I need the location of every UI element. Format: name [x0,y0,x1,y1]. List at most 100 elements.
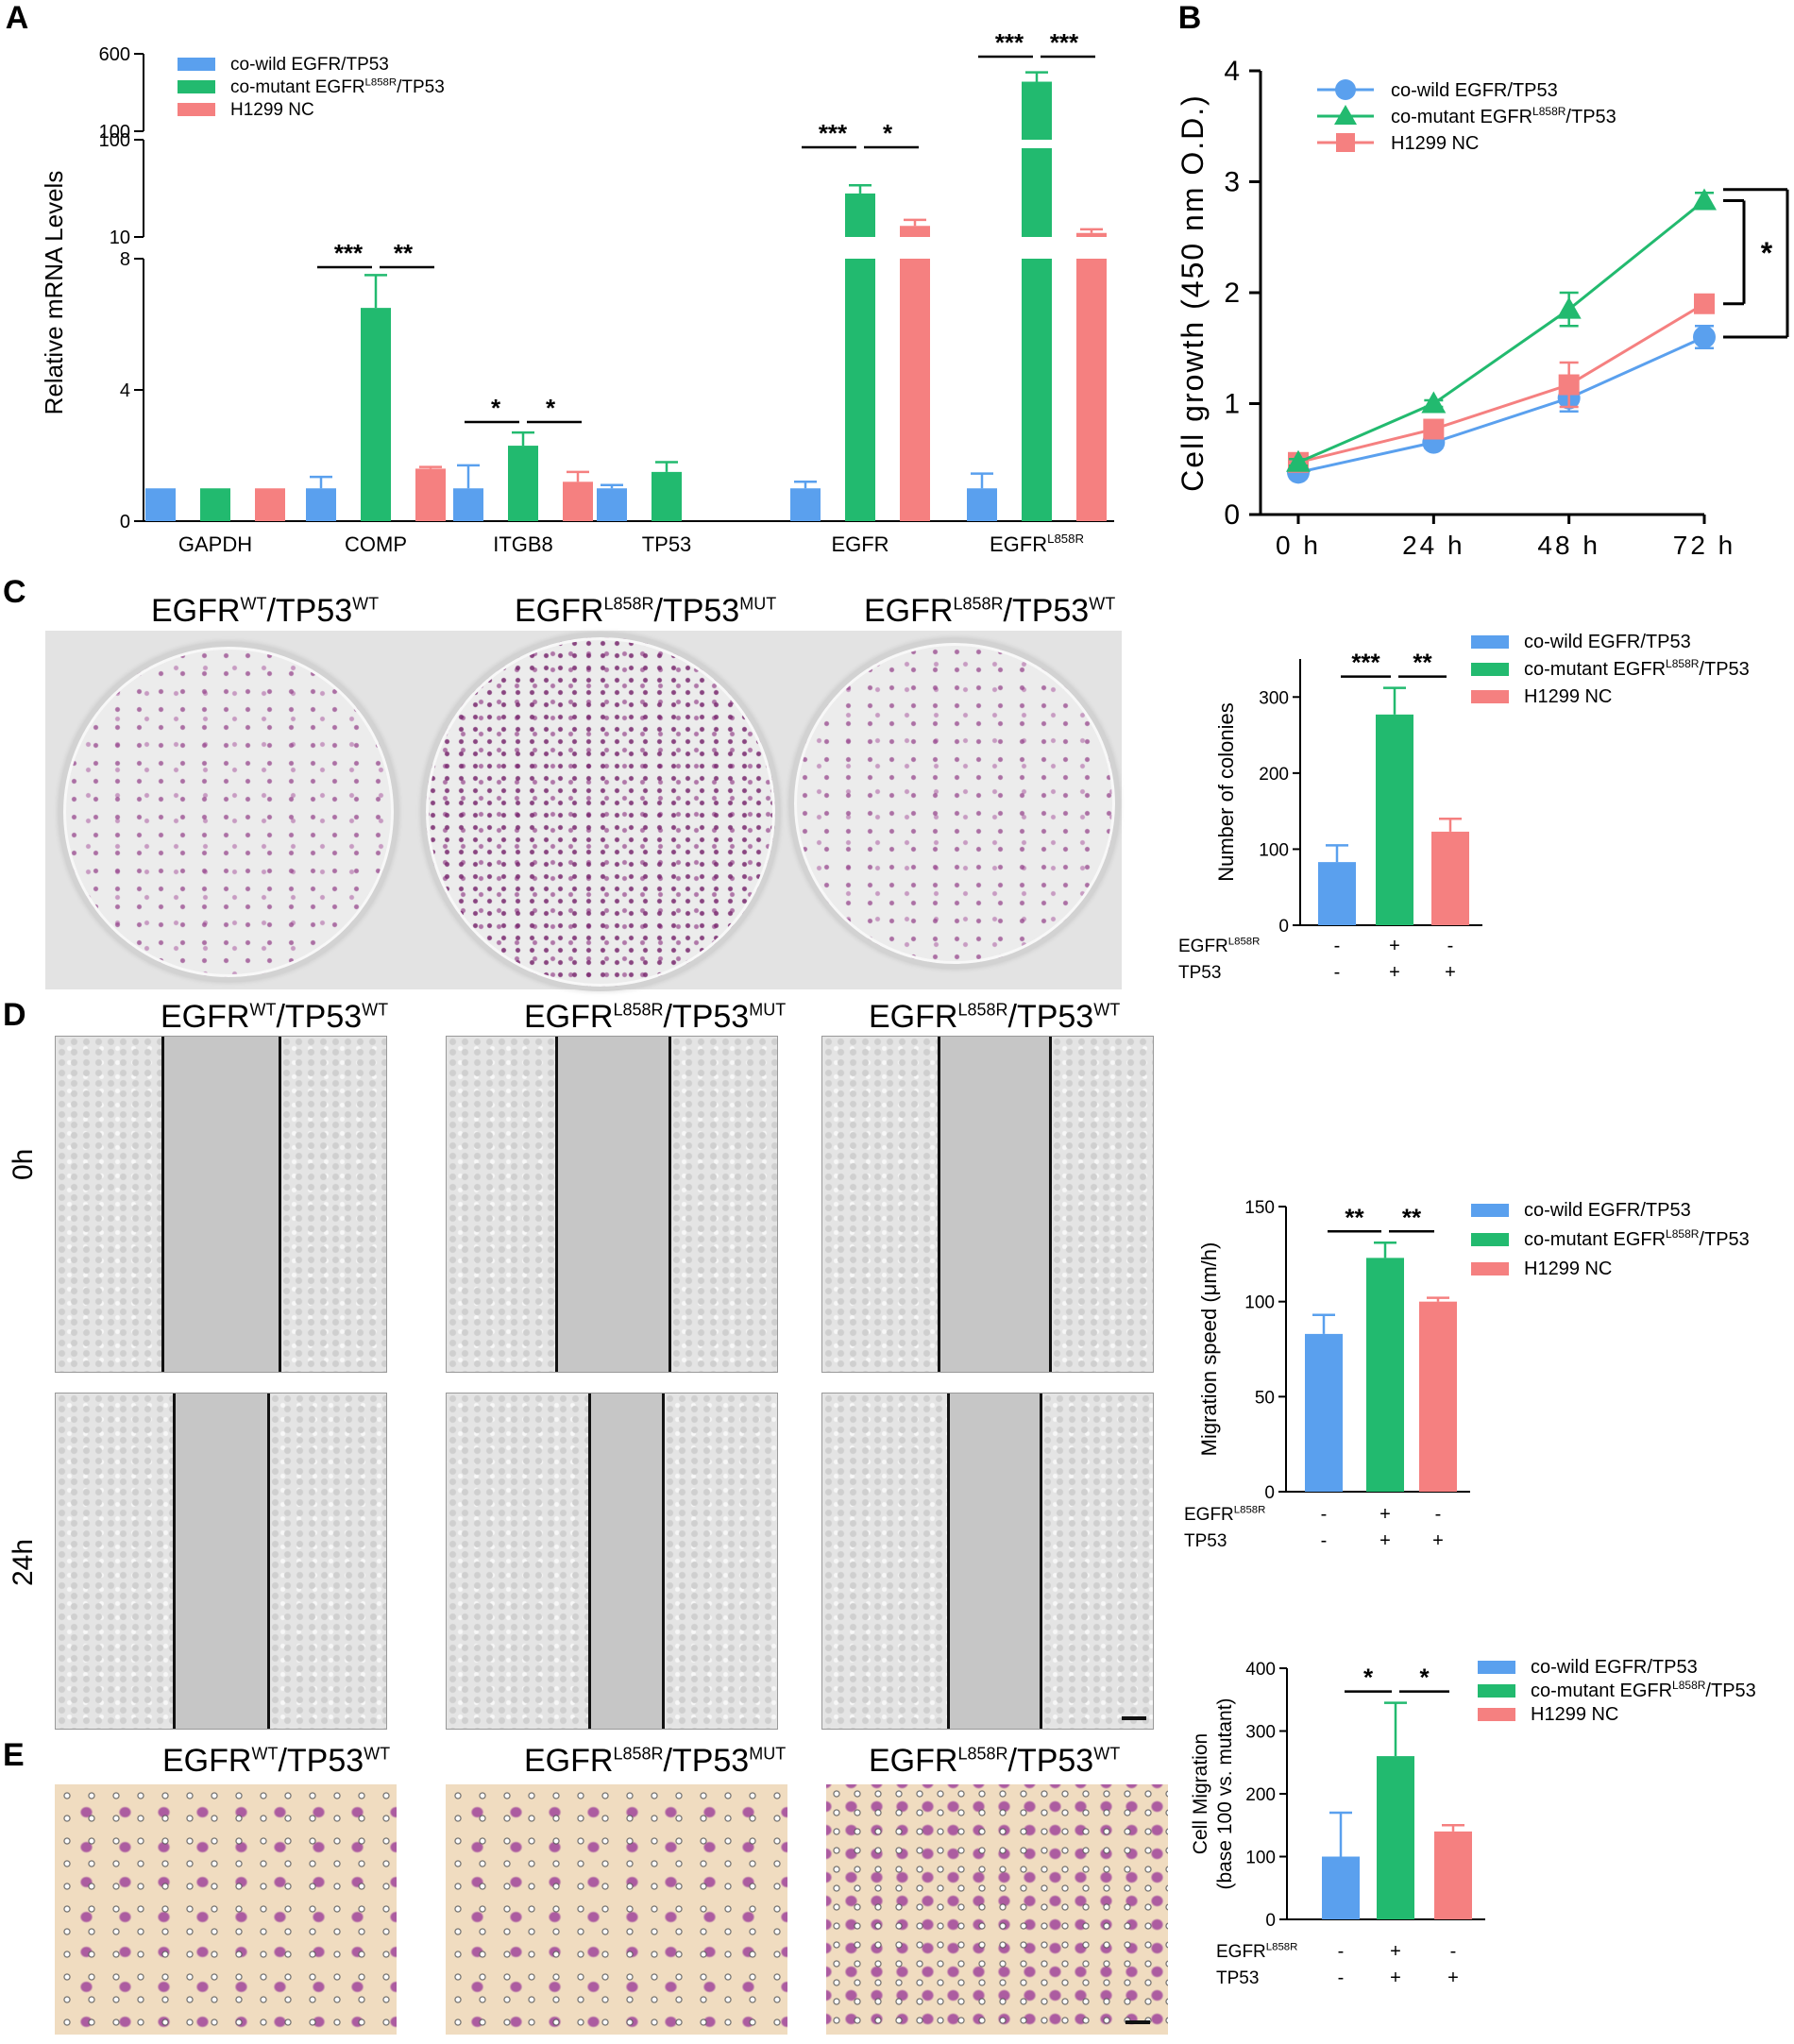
d-y-tick-label-3: 150 [1244,1198,1275,1218]
a-legend-label-2: H1299 NC [230,100,314,120]
b-y-axis-label: Cell growth (450 nm O.D.) [1176,93,1210,492]
e-y-tick-label-1: 100 [1245,1849,1276,1868]
c-label-1: EGFRWT/TP53WT [151,593,380,629]
colony-dish-wt-wt [59,642,398,982]
a-bar-0-0 [145,488,176,521]
b-legend-marker-0 [1335,79,1356,100]
b-x-tick-label-3: 72 h [1673,531,1736,560]
e-y-axis-label: Cell Migration [1190,1733,1211,1854]
c-row-label-tp53: TP53 [1178,963,1221,983]
scratch-0h-wt-wt [55,1036,387,1373]
a-bar-1-3 [652,471,682,521]
d-label-1: EGFRWT/TP53WT [161,999,389,1035]
b-y-tick-label-1: 1 [1224,389,1240,420]
a-y-tick-label-5: 100 [99,122,130,143]
a-x-tick-label-1: COMP [345,532,407,556]
e-legend-swatch-1 [1478,1684,1515,1698]
a-bar-1-5 [1022,81,1052,522]
e-legend-label-1: co-mutant EGFRL858R/TP53 [1531,1679,1756,1701]
b-point-1-1 [1421,391,1447,414]
d-legend-swatch-0 [1471,1204,1509,1217]
d-row-tp53-0: - [1321,1530,1328,1551]
e-row-tp53-2: + [1447,1968,1459,1988]
b-legend-marker-2 [1336,133,1355,152]
d-y-axis-label: Migration speed (μm/h) [1197,1242,1221,1457]
c-legend-label-1: co-mutant EGFRL858R/TP53 [1524,657,1750,680]
e-y-tick-label-0: 0 [1265,1911,1276,1931]
e-label-3: EGFRL858R/TP53WT [869,1743,1121,1779]
c-row-egfr-1: + [1389,936,1400,956]
c-bar-2 [1431,831,1469,925]
c-sig-star-left: *** [1351,649,1380,677]
a-bar-2-0 [255,488,285,521]
panel-letter-a: A [6,0,29,36]
c-row-label-egfr: EGFRL858R [1178,936,1260,956]
a-bar-0-2 [453,488,483,521]
e-legend-swatch-0 [1478,1661,1515,1674]
d-row-label-tp53: TP53 [1184,1531,1227,1551]
c-bar-0 [1318,862,1356,925]
b-point-2-3 [1694,293,1715,314]
a-bar-0-4 [790,488,821,521]
transwell-l858r-wt [826,1784,1168,2035]
e-row-label-tp53: TP53 [1216,1968,1259,1988]
panel-letter-d: D [3,997,26,1033]
b-point-0-3 [1693,326,1716,348]
c-row-egfr-2: - [1447,936,1454,956]
scratch-0h-l858r-mut [446,1036,778,1373]
a-y-tick-label-0: 0 [120,512,130,532]
d-label-3: EGFRL858R/TP53WT [869,999,1121,1035]
a-bar-1-1 [361,308,391,521]
a-legend-swatch-2 [178,103,215,116]
b-series-line-1 [1297,199,1705,465]
scale-bar-e [1125,2020,1150,2024]
e-bar-0 [1322,1856,1360,1919]
d-row-egfr-0: - [1321,1504,1328,1525]
c-label-3: EGFRL858R/TP53WT [864,593,1116,629]
scratch-24h-l858r-mut [446,1393,778,1730]
panel-e-chart: 0 100 200 300 400 Cell Migration (base 100 vs.… [1190,1657,1756,1988]
d-row-egfr-2: - [1435,1504,1442,1525]
d-y-tick-label-2: 100 [1244,1293,1275,1313]
e-y-tick-label-3: 300 [1245,1723,1276,1743]
a-sig-star-left-1: * [491,394,501,422]
scratch-0h-l858r-wt [821,1036,1154,1373]
panel-letter-b: B [1178,0,1202,36]
d-sig-star-left: ** [1345,1203,1364,1231]
e-label-1: EGFRWT/TP53WT [162,1743,391,1779]
a-y-tick-label-6: 600 [99,44,130,65]
e-y-axis-label2: (base 100 vs. mutant) [1214,1698,1236,1889]
c-y-tick-label-2: 200 [1259,765,1289,785]
a-x-tick-label-3: TP53 [642,532,692,556]
panel-b-chart: B 0 1 2 3 4 0 h 24 h 48 h 72 h Cell growth (450 nm… [1176,0,1789,560]
b-x-tick-label-2: 48 h [1537,531,1600,560]
c-y-axis-label: Number of colonies [1214,702,1238,882]
b-point-1-0 [1286,449,1311,472]
a-bar-break-1-4 [844,237,876,259]
c-legend-swatch-1 [1471,663,1509,676]
d-legend-label-2: H1299 NC [1524,1258,1612,1279]
d-sig-star-right: ** [1402,1203,1422,1231]
e-y-tick-label-2: 200 [1245,1785,1276,1805]
a-bar-2-5 [1076,232,1107,521]
a-sig-star-right-1: * [546,394,556,422]
c-y-tick-label-0: 0 [1278,917,1289,937]
c-legend-label-0: co-wild EGFR/TP53 [1524,632,1691,652]
d-bar-1 [1366,1258,1404,1492]
b-sig-star-1: * [1761,236,1773,270]
a-sig-star-left-0: *** [334,239,364,267]
b-y-tick-label-4: 4 [1224,56,1240,87]
d-legend-label-0: co-wild EGFR/TP53 [1524,1200,1691,1221]
d-bar-0 [1305,1333,1343,1492]
a-bar-1-0 [200,488,230,521]
e-y-tick-label-4: 400 [1245,1660,1276,1680]
a-sig-star-left-3: *** [995,28,1024,57]
b-legend-label-1: co-mutant EGFRL858R/TP53 [1391,105,1616,127]
d-legend-label-1: co-mutant EGFRL858R/TP53 [1524,1227,1750,1250]
a-x-tick-label-0: GAPDH [178,532,252,556]
e-legend-label-2: H1299 NC [1531,1704,1618,1725]
b-x-tick-label-0: 0 h [1276,531,1321,560]
a-legend-swatch-0 [178,58,215,71]
scratch-24h-l858r-wt [821,1393,1154,1730]
